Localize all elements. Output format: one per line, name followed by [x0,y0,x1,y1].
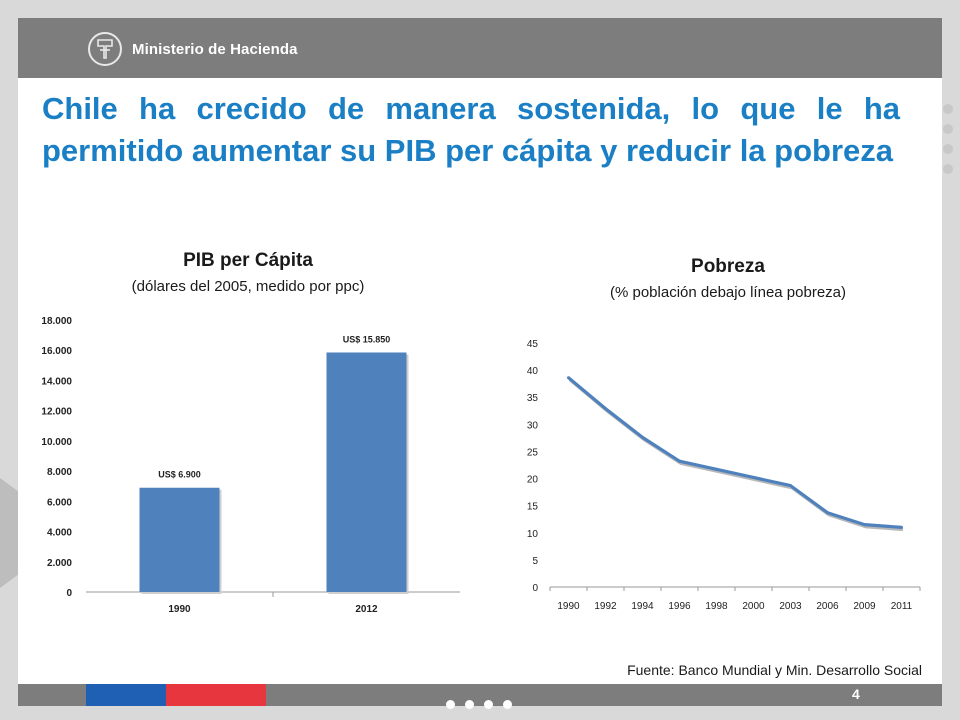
line-y-tick-label: 5 [532,556,538,567]
line-y-tick-label: 45 [527,339,539,350]
slide-title: Chile ha crecido de manera sostenida, lo… [42,91,900,168]
bar-data-label: US$ 15.850 [343,334,391,344]
flag-stripe-blue [86,684,166,706]
bar-1990 [139,487,220,592]
header-bar [18,18,942,78]
pib-chart-subtitle: (dólares del 2005, medido por ppc) [131,278,365,295]
line-point [567,376,570,380]
bar-2012 [326,352,407,592]
line-point [641,435,644,439]
bar-y-tick-label: 0 [66,588,72,599]
line-point [678,459,681,463]
pib-chart-heading: PIB per Cápita (dólares del 2005, medido… [78,250,418,295]
line-point [715,467,718,471]
bar-x-tick-label: 1990 [168,604,191,615]
line-x-tick-label: 1990 [557,601,580,612]
line-point [863,523,866,527]
ministry-name: Ministerio de Hacienda [132,40,298,58]
pobreza-chart-subtitle: (% población debajo línea pobreza) [610,284,846,301]
bar-x-tick-label: 2012 [355,604,378,615]
bar-y-tick-label: 12.000 [41,407,72,418]
line-y-tick-label: 40 [527,366,539,377]
line-point [789,484,792,488]
line-x-tick-label: 2011 [891,601,913,612]
bar-y-tick-label: 16.000 [41,346,72,357]
source-note: Fuente: Banco Mundial y Min. Desarrollo … [627,662,922,678]
line-x-tick-label: 2006 [816,601,839,612]
line-x-tick-label: 1998 [705,601,728,612]
flag-stripe-red [166,684,266,706]
pobreza-chart-title: Pobreza [691,256,765,277]
pib-chart-title: PIB per Cápita [183,250,313,271]
pobreza-chart-heading: Pobreza (% población debajo línea pobrez… [548,256,908,301]
line-y-tick-label: 0 [532,583,538,594]
line-x-tick-label: 1996 [668,601,691,612]
line-x-tick-label: 1994 [631,601,654,612]
line-y-tick-label: 35 [527,393,539,404]
bar-y-tick-label: 14.000 [41,376,72,387]
line-y-tick-label: 25 [527,447,539,458]
side-decoration-dots [943,104,953,184]
bar-y-tick-label: 2.000 [47,558,72,569]
line-x-tick-label: 2009 [853,601,876,612]
bar-data-label: US$ 6.900 [158,470,201,480]
line-series-pobreza [567,376,902,529]
pobreza-line-chart: 0 5 10 15 20 25 30 35 40 45 1990 1992 1994 1996 1998 20… [527,339,921,612]
line-point [900,525,903,529]
line-point [826,511,829,515]
page-number: 4 [852,686,860,702]
ministry-logo: Ministerio de Hacienda [88,30,298,68]
line-y-tick-label: 20 [527,475,539,486]
bar-y-tick-label: 6.000 [47,497,72,508]
pib-bar-chart: 0 2.000 4.000 6.000 8.000 10.000 12.000 14.000 1… [41,316,460,615]
line-x-tick-label: 1992 [594,601,617,612]
line-x-tick-label: 2000 [742,601,765,612]
line-y-tick-label: 10 [527,529,539,540]
left-edge-tab [0,478,18,588]
bar-y-tick-label: 4.000 [47,528,72,539]
ministry-seal-icon [88,32,122,66]
bar-y-tick-label: 10.000 [41,437,72,448]
line-point [604,407,607,411]
bar-y-tick-label: 8.000 [47,467,72,478]
footer-decoration-dots [446,700,512,709]
line-series-shadow [568,378,904,532]
line-y-tick-label: 30 [527,420,539,431]
line-x-tick-label: 2003 [779,601,802,612]
line-y-tick-label: 15 [527,502,539,513]
bar-y-tick-label: 18.000 [41,316,72,327]
line-point [752,475,755,479]
